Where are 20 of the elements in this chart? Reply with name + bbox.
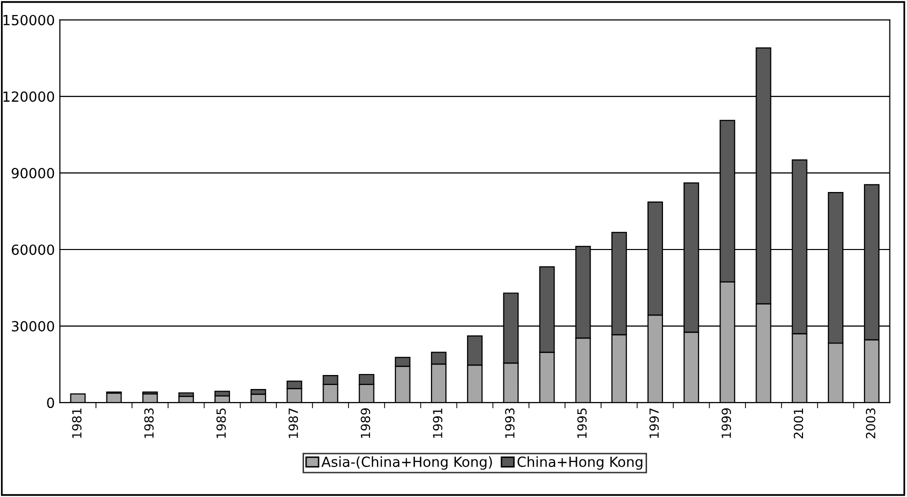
x-tick-label: 1995	[577, 408, 587, 438]
legend-label: Asia-(China+Hong Kong)	[321, 456, 492, 470]
y-tick-label: 30000	[12, 321, 54, 332]
x-tick-label: 2003	[866, 408, 876, 438]
x-tick-label: 1985	[216, 408, 226, 438]
x-tick-label: 1981	[72, 408, 82, 438]
y-tick-label: 0	[47, 398, 54, 408]
x-tick-label: 1983	[144, 408, 154, 438]
legend-label: China+Hong Kong	[518, 456, 642, 470]
x-tick-label: 1999	[722, 408, 732, 438]
x-tick-label: 1997	[649, 408, 659, 438]
y-tick-label: 60000	[12, 244, 54, 255]
y-tick-label: 120000	[4, 91, 54, 102]
x-tick-label: 1991	[432, 408, 442, 438]
x-tick-label: 1987	[288, 408, 298, 438]
y-tick-label: 90000	[12, 168, 54, 178]
x-tick-label: 1993	[505, 408, 515, 438]
x-tick-label: 2001	[794, 408, 804, 438]
x-tick-label: 1989	[360, 408, 370, 438]
y-tick-label: 150000	[4, 14, 54, 26]
